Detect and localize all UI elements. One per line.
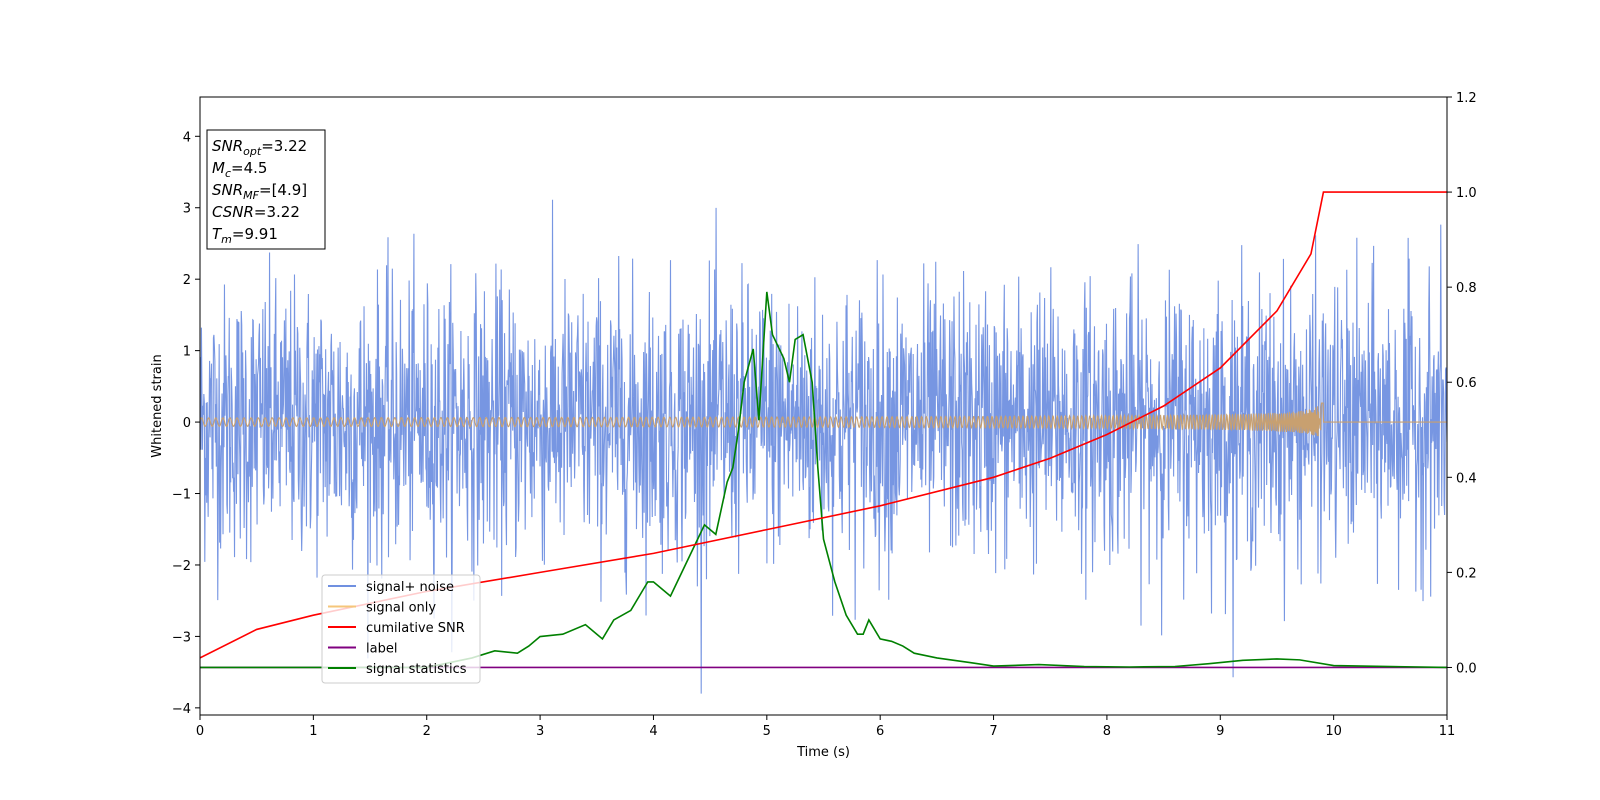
- legend-label: signal statistics: [366, 662, 467, 677]
- y-axis-label: Whitened strain: [150, 354, 165, 457]
- y-right-tick-label: 0.2: [1456, 566, 1477, 581]
- y-left-tick-label: −2: [172, 559, 191, 574]
- x-tick-label: 0: [196, 724, 204, 739]
- x-tick-label: 7: [989, 724, 997, 739]
- y-right-tick-label: 0.6: [1456, 376, 1477, 391]
- y-left-tick-label: −4: [172, 702, 191, 717]
- y-left-tick-label: −3: [172, 630, 191, 645]
- y-right-tick-label: 0.0: [1456, 661, 1477, 676]
- axes-frame: [199, 96, 1448, 716]
- x-tick-label: 1: [309, 724, 317, 739]
- stats-line: Mc=4.5: [212, 159, 267, 180]
- legend-label: signal+ noise: [366, 580, 454, 595]
- x-tick-label: 4: [649, 724, 657, 739]
- stats-line: CSNR=3.22: [212, 203, 300, 221]
- y-left-tick-label: 1: [183, 345, 191, 360]
- y-right-tick-label: 0.8: [1456, 281, 1477, 296]
- legend-label: cumilative SNR: [366, 621, 465, 636]
- y-right-tick-label: 1.0: [1456, 186, 1477, 201]
- legend-label: label: [366, 642, 397, 657]
- x-tick-label: 5: [763, 724, 771, 739]
- series-signal-only: [200, 402, 1447, 437]
- series-signal-noise: [200, 199, 1447, 694]
- y-left-tick-label: 3: [183, 202, 191, 217]
- axes: 0 1 2 3 4 5 6 7 8 9 10 11 −4 −3 −2 −1 0 1 2 3 4 0.0 0.2 0.4 0.6 0…: [150, 91, 1477, 760]
- legend-label: signal only: [366, 601, 436, 616]
- x-tick-label: 3: [536, 724, 544, 739]
- legend-box: [321, 574, 481, 684]
- y-right-tick-label: 0.4: [1456, 471, 1477, 486]
- x-tick-label: 6: [876, 724, 884, 739]
- x-tick-label: 9: [1216, 724, 1224, 739]
- y-left-tick-label: −1: [172, 488, 191, 503]
- y-left-tick-label: 2: [183, 273, 191, 288]
- x-tick-label: 11: [1439, 724, 1456, 739]
- stats-line: SNRopt=3.22: [212, 137, 307, 158]
- y-right-tick-label: 1.2: [1456, 91, 1477, 106]
- y-left-tick-label: 4: [183, 130, 191, 145]
- y-left-tick-label: 0: [183, 416, 191, 431]
- series-signal-statistics: [200, 291, 1447, 669]
- stats-line: Tm=9.91: [212, 225, 278, 246]
- stats-line: SNRMF=[4.9]: [212, 181, 307, 202]
- x-tick-label: 2: [423, 724, 431, 739]
- x-axis-label: Time (s): [796, 745, 850, 760]
- x-tick-label: 10: [1325, 724, 1342, 739]
- legend: signal+ noise signal only cumilative SNR la…: [321, 574, 481, 684]
- x-tick-label: 8: [1103, 724, 1111, 739]
- stats-box-frame: [206, 129, 326, 250]
